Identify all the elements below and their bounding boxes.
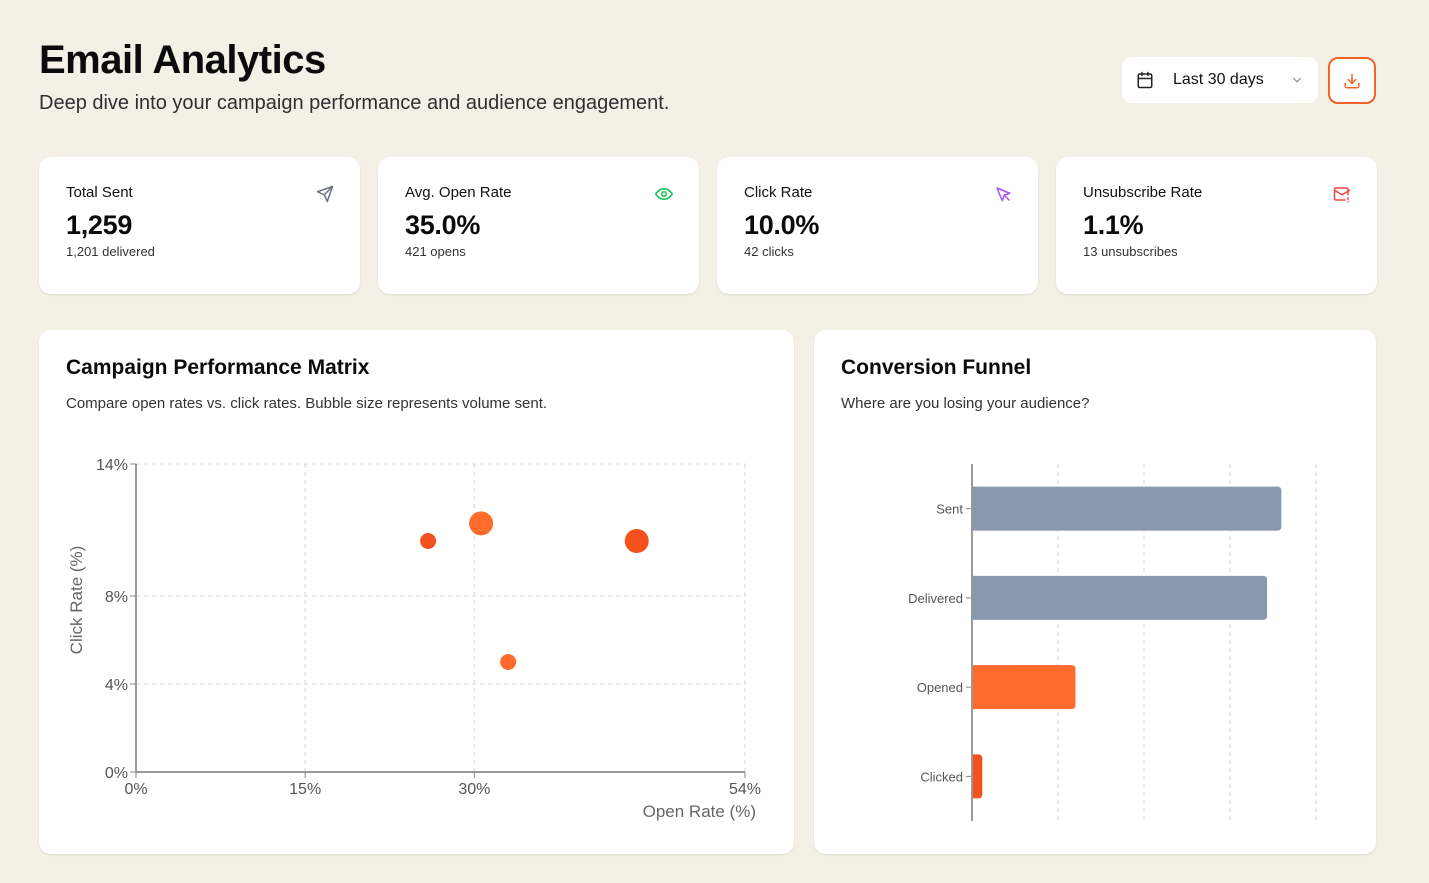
category-label: Delivered xyxy=(908,591,963,606)
kpi-subtext: 1,201 delivered xyxy=(66,244,155,259)
date-range-value: Last 30 days xyxy=(1173,71,1264,88)
scatter-point[interactable] xyxy=(500,654,517,670)
send-icon xyxy=(316,185,334,203)
funnel-bar-opened[interactable] xyxy=(972,665,1076,710)
kpi-value: 1.1% xyxy=(1083,210,1144,240)
funnel-bar-sent[interactable] xyxy=(972,486,1282,531)
campaign-matrix-panel: Campaign Performance Matrix Compare open… xyxy=(39,330,794,854)
cursor-icon xyxy=(994,185,1012,203)
kpi-card-click-rate: Click Rate 10.0% 42 clicks xyxy=(717,157,1038,294)
x-tick-label: 30% xyxy=(458,781,490,798)
download-icon xyxy=(1343,72,1361,90)
download-button[interactable] xyxy=(1328,57,1376,104)
calendar-icon xyxy=(1136,71,1154,89)
funnel-bar-clicked[interactable] xyxy=(972,754,983,799)
x-axis-title: Open Rate (%) xyxy=(643,802,756,821)
kpi-subtext: 13 unsubscribes xyxy=(1083,244,1178,259)
funnel-chart: Sent Delivered Opened Clicked xyxy=(908,464,1317,821)
kpi-card-unsubscribe-rate: Unsubscribe Rate 1.1% 13 unsubscribes xyxy=(1056,157,1377,294)
mail-alert-icon xyxy=(1333,185,1351,203)
category-label: Clicked xyxy=(920,769,963,784)
category-label: Sent xyxy=(936,502,963,517)
chevron-down-icon xyxy=(1290,73,1304,87)
kpi-card-open-rate: Avg. Open Rate 35.0% 421 opens xyxy=(378,157,699,294)
funnel-bar-delivered[interactable] xyxy=(972,575,1268,620)
kpi-title: Unsubscribe Rate xyxy=(1083,184,1203,201)
kpi-value: 35.0% xyxy=(405,210,481,240)
x-tick-label: 54% xyxy=(729,781,761,798)
y-tick-label: 8% xyxy=(105,589,128,606)
scatter-point[interactable] xyxy=(469,511,494,536)
conversion-funnel-panel: Conversion Funnel Where are you losing y… xyxy=(814,330,1376,854)
x-tick-label: 0% xyxy=(124,781,147,798)
panel-subtitle: Where are you losing your audience? xyxy=(841,395,1090,412)
kpi-subtext: 42 clicks xyxy=(744,244,794,259)
kpi-value: 10.0% xyxy=(744,210,820,240)
eye-icon xyxy=(655,185,673,203)
page-title: Email Analytics xyxy=(39,38,326,82)
kpi-title: Click Rate xyxy=(744,184,813,201)
kpi-subtext: 421 opens xyxy=(405,244,466,259)
kpi-title: Avg. Open Rate xyxy=(405,184,512,201)
x-tick-label: 15% xyxy=(289,781,321,798)
y-axis-title: Click Rate (%) xyxy=(67,546,86,655)
panel-title: Campaign Performance Matrix xyxy=(66,356,370,379)
panel-title: Conversion Funnel xyxy=(841,356,1032,379)
panel-subtitle: Compare open rates vs. click rates. Bubb… xyxy=(66,395,548,412)
page-subtitle: Deep dive into your campaign performance… xyxy=(39,92,670,114)
kpi-title: Total Sent xyxy=(66,184,133,201)
scatter-chart: 0% 4% 8% 14% 0% 15% 30% 54% Open Rate (%) Click… xyxy=(67,457,761,821)
kpi-card-total-sent: Total Sent 1,259 1,201 delivered xyxy=(39,157,360,294)
kpi-value: 1,259 xyxy=(66,210,133,240)
y-tick-label: 14% xyxy=(96,457,128,474)
category-label: Opened xyxy=(917,680,963,695)
scatter-point[interactable] xyxy=(420,533,437,549)
scatter-point[interactable] xyxy=(624,529,649,553)
y-tick-label: 0% xyxy=(105,765,128,782)
y-tick-label: 4% xyxy=(105,677,128,694)
date-range-select[interactable]: Last 30 days xyxy=(1122,57,1318,103)
